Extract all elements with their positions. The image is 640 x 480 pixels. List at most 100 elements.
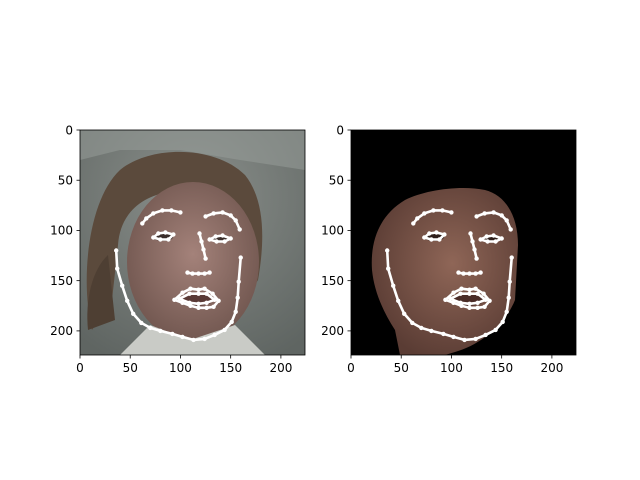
landmark-point bbox=[199, 239, 204, 244]
landmark-point bbox=[170, 331, 175, 337]
landmark-point bbox=[478, 270, 483, 275]
landmark-point bbox=[202, 336, 207, 342]
landmark-point bbox=[504, 309, 509, 314]
landmark-point bbox=[467, 301, 472, 306]
y-tick-label: 0 bbox=[336, 123, 344, 137]
landmark-point bbox=[210, 291, 215, 296]
landmark-point bbox=[233, 309, 238, 314]
landmark-point bbox=[431, 208, 436, 213]
landmark-point bbox=[212, 332, 217, 338]
landmark-point bbox=[196, 301, 201, 306]
landmark-point bbox=[459, 286, 464, 291]
landmark-point bbox=[180, 334, 185, 340]
rendered-face-panel: 0 50 100 150 200 0 50 100 150 200 bbox=[321, 123, 577, 375]
landmark-point bbox=[467, 287, 472, 292]
landmark-point bbox=[391, 283, 396, 288]
landmark-point bbox=[204, 305, 209, 310]
landmark-point bbox=[509, 255, 514, 260]
landmark-point bbox=[499, 236, 504, 241]
y-tick-label: 200 bbox=[50, 324, 73, 338]
landmark-point bbox=[207, 270, 212, 275]
landmark-point bbox=[131, 311, 136, 316]
landmark-point bbox=[156, 231, 161, 236]
landmark-point bbox=[458, 291, 463, 296]
landmark-point bbox=[204, 300, 209, 305]
x-tick-label: 150 bbox=[490, 361, 513, 375]
axes-frame bbox=[79, 129, 306, 356]
y-tick-label: 100 bbox=[321, 224, 344, 238]
landmark-point bbox=[411, 221, 416, 226]
axis-ticks: 0 50 100 150 200 0 50 100 150 200 bbox=[321, 123, 563, 375]
landmark-point bbox=[202, 286, 207, 291]
original-photo bbox=[80, 130, 305, 355]
landmark-point bbox=[493, 239, 498, 244]
landmark-point bbox=[493, 327, 498, 333]
landmark-point bbox=[120, 283, 125, 288]
landmark-point bbox=[437, 237, 442, 242]
landmark-point bbox=[228, 236, 233, 241]
landmark-point bbox=[212, 297, 217, 302]
landmark-point bbox=[178, 210, 183, 215]
landmark-point bbox=[214, 239, 219, 244]
landmark-point bbox=[220, 210, 225, 215]
landmark-point bbox=[500, 319, 505, 325]
landmark-point bbox=[237, 227, 242, 232]
landmark-point bbox=[196, 287, 201, 292]
landmark-point bbox=[508, 227, 513, 232]
landmark-point bbox=[506, 295, 511, 300]
landmark-point bbox=[169, 208, 174, 213]
axes-frame bbox=[350, 129, 577, 356]
landmark-point bbox=[485, 239, 490, 244]
photo-wall bbox=[80, 130, 305, 170]
landmark-nose-bridge-line bbox=[198, 232, 207, 260]
landmark-point bbox=[481, 291, 486, 296]
landmark-point bbox=[228, 213, 233, 218]
landmark-point bbox=[410, 320, 415, 326]
landmark-point bbox=[185, 270, 190, 275]
landmark-point bbox=[202, 271, 207, 276]
landmark-point bbox=[473, 336, 478, 342]
landmark-point bbox=[151, 211, 156, 216]
landmark-point bbox=[473, 286, 478, 291]
landmark-point bbox=[385, 248, 390, 253]
landmark-point bbox=[196, 305, 201, 310]
y-tick-label: 100 bbox=[50, 224, 73, 238]
landmark-point bbox=[468, 231, 473, 236]
landmark-point bbox=[166, 237, 171, 242]
x-tick-label: 200 bbox=[540, 361, 563, 375]
landmark-point bbox=[491, 233, 496, 238]
landmarks bbox=[385, 208, 514, 343]
landmark-point bbox=[467, 305, 472, 310]
landmark-point bbox=[474, 256, 479, 261]
landmark-point bbox=[213, 234, 218, 239]
landmark-point bbox=[220, 233, 225, 238]
landmark-point bbox=[467, 291, 472, 296]
axis-ticks: 0 50 100 150 200 0 50 100 150 200 bbox=[50, 123, 292, 375]
landmark-point bbox=[187, 300, 192, 305]
landmark-point bbox=[482, 304, 487, 309]
landmark-point bbox=[487, 298, 492, 303]
x-tick-label: 200 bbox=[269, 361, 292, 375]
landmark-point bbox=[429, 237, 434, 242]
landmark-point bbox=[211, 211, 216, 216]
landmark-point bbox=[148, 325, 153, 331]
rendered-face bbox=[351, 130, 576, 355]
landmark-point bbox=[456, 270, 461, 275]
x-tick-label: 150 bbox=[219, 361, 242, 375]
landmark-point bbox=[475, 300, 480, 305]
x-tick-label: 100 bbox=[169, 361, 192, 375]
landmark-point bbox=[235, 295, 240, 300]
landmark-point bbox=[114, 248, 119, 253]
landmark-point bbox=[478, 237, 483, 242]
landmark-point bbox=[177, 296, 182, 301]
landmark-point bbox=[125, 298, 130, 303]
landmark-point bbox=[180, 290, 185, 295]
landmark-point bbox=[467, 271, 472, 276]
landmark-point bbox=[158, 328, 163, 334]
landmark-point bbox=[188, 286, 193, 291]
landmark-point bbox=[429, 328, 434, 334]
landmark-point bbox=[171, 232, 176, 237]
landmark-point bbox=[201, 247, 206, 252]
photo-hair-left bbox=[87, 255, 115, 330]
